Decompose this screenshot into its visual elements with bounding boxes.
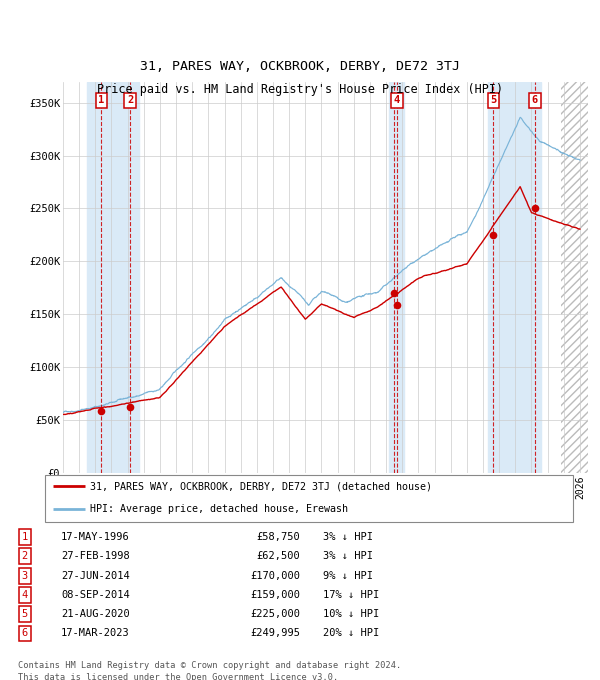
Text: HPI: Average price, detached house, Erewash: HPI: Average price, detached house, Erew… — [90, 504, 348, 513]
Text: £159,000: £159,000 — [250, 590, 300, 600]
Text: 2: 2 — [22, 551, 28, 561]
Text: £249,995: £249,995 — [250, 628, 300, 639]
Text: 10% ↓ HPI: 10% ↓ HPI — [323, 609, 379, 619]
Text: 4: 4 — [394, 95, 400, 105]
Text: 5: 5 — [22, 609, 28, 619]
Text: 3: 3 — [22, 571, 28, 581]
Text: 31, PARES WAY, OCKBROOK, DERBY, DE72 3TJ: 31, PARES WAY, OCKBROOK, DERBY, DE72 3TJ — [140, 61, 460, 73]
Text: 1: 1 — [22, 532, 28, 542]
Text: 5: 5 — [490, 95, 496, 105]
Text: 2: 2 — [127, 95, 133, 105]
Text: Price paid vs. HM Land Registry's House Price Index (HPI): Price paid vs. HM Land Registry's House … — [97, 83, 503, 96]
Bar — [389, 82, 404, 473]
Text: 6: 6 — [532, 95, 538, 105]
Bar — [560, 82, 588, 473]
Text: 4: 4 — [22, 590, 28, 600]
Text: 17-MAR-2023: 17-MAR-2023 — [61, 628, 130, 639]
Text: 27-FEB-1998: 27-FEB-1998 — [61, 551, 130, 561]
Text: 21-AUG-2020: 21-AUG-2020 — [61, 609, 130, 619]
Text: £170,000: £170,000 — [250, 571, 300, 581]
FancyBboxPatch shape — [45, 475, 573, 522]
Text: 20% ↓ HPI: 20% ↓ HPI — [323, 628, 379, 639]
Text: £225,000: £225,000 — [250, 609, 300, 619]
Text: 17-MAY-1996: 17-MAY-1996 — [61, 532, 130, 542]
Text: 17% ↓ HPI: 17% ↓ HPI — [323, 590, 379, 600]
Text: 1: 1 — [98, 95, 104, 105]
Text: 08-SEP-2014: 08-SEP-2014 — [61, 590, 130, 600]
Text: 6: 6 — [22, 628, 28, 639]
Text: 31, PARES WAY, OCKBROOK, DERBY, DE72 3TJ (detached house): 31, PARES WAY, OCKBROOK, DERBY, DE72 3TJ… — [90, 481, 432, 492]
Bar — [87, 82, 139, 473]
Text: This data is licensed under the Open Government Licence v3.0.: This data is licensed under the Open Gov… — [18, 673, 338, 680]
Text: 3% ↓ HPI: 3% ↓ HPI — [323, 551, 373, 561]
Text: £58,750: £58,750 — [256, 532, 300, 542]
Text: 9% ↓ HPI: 9% ↓ HPI — [323, 571, 373, 581]
Text: Contains HM Land Registry data © Crown copyright and database right 2024.: Contains HM Land Registry data © Crown c… — [18, 661, 401, 670]
Text: £62,500: £62,500 — [256, 551, 300, 561]
Text: 27-JUN-2014: 27-JUN-2014 — [61, 571, 130, 581]
Text: 3% ↓ HPI: 3% ↓ HPI — [323, 532, 373, 542]
Bar — [488, 82, 541, 473]
